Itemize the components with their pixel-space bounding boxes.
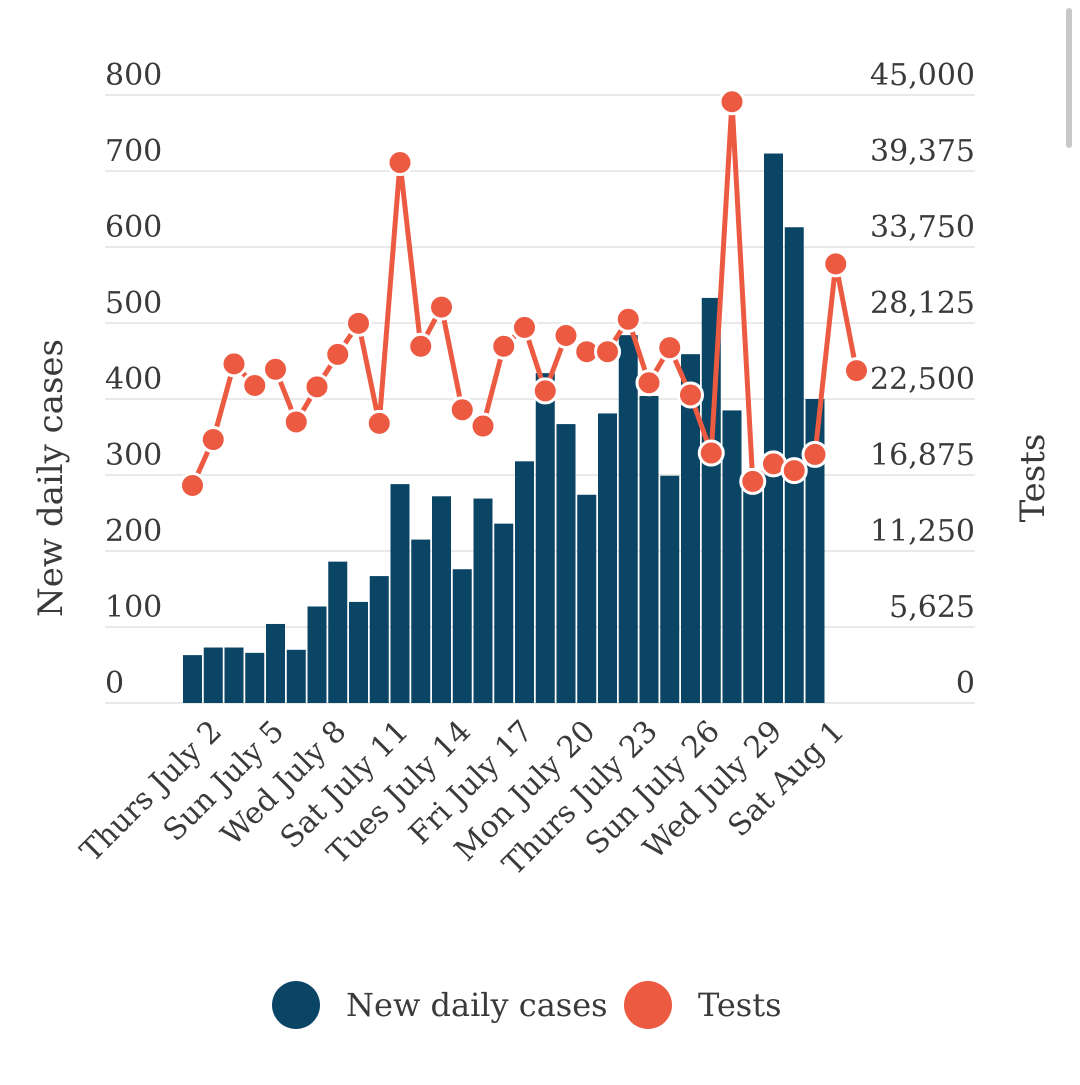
- tests-point: [179, 471, 206, 499]
- bar: [743, 478, 763, 703]
- left-axis-ticks: 800 700 600 500 400 300 200 100 0: [105, 58, 162, 701]
- bar: [411, 539, 431, 703]
- tests-point: [241, 371, 269, 399]
- bar: [203, 647, 223, 703]
- bar: [307, 606, 327, 703]
- bar: [183, 655, 202, 703]
- bar: [245, 652, 265, 703]
- tests-point: [262, 355, 289, 383]
- left-tick-label: 700: [105, 134, 162, 169]
- bar: [473, 498, 493, 703]
- left-tick-label: 0: [105, 666, 124, 701]
- tests-point: [697, 439, 725, 467]
- bar: [515, 461, 534, 703]
- left-tick-label: 800: [105, 58, 162, 93]
- tests-point: [656, 334, 684, 362]
- bar: [660, 475, 680, 703]
- tests-point: [365, 409, 393, 437]
- right-axis-ticks: 45,000 39,375 33,750 28,125 22,500 16,875 11,2…: [870, 58, 975, 701]
- tests-point: [635, 369, 663, 397]
- right-tick-label: 39,375: [870, 134, 975, 169]
- right-tick-label: 11,250: [870, 514, 975, 549]
- bar: [618, 335, 638, 703]
- bar: [266, 623, 285, 703]
- tests-point: [407, 332, 435, 360]
- left-tick-label: 500: [105, 286, 162, 321]
- tests-line: [179, 88, 870, 499]
- tests-point: [448, 396, 476, 424]
- bar: [224, 647, 244, 703]
- tests-point: [428, 293, 455, 321]
- legend: New daily cases Tests: [272, 981, 782, 1029]
- left-tick-label: 300: [105, 438, 162, 473]
- left-tick-label: 400: [105, 362, 162, 397]
- bar: [805, 399, 825, 703]
- tests-point: [822, 250, 850, 278]
- tests-point: [324, 340, 352, 368]
- bar: [452, 569, 472, 703]
- right-tick-label: 33,750: [870, 210, 975, 245]
- left-axis-title: New daily cases: [31, 339, 71, 617]
- bar: [432, 496, 451, 703]
- right-tick-label: 22,500: [870, 362, 975, 397]
- right-tick-label: 28,125: [870, 286, 975, 321]
- bar: [286, 649, 306, 703]
- legend-swatch-tests: [624, 981, 672, 1029]
- tests-point: [490, 332, 518, 360]
- tests-point: [282, 408, 310, 436]
- right-tick-label: 45,000: [870, 58, 975, 93]
- tests-point: [531, 377, 559, 405]
- bar: [577, 494, 597, 703]
- tests-point: [677, 381, 704, 409]
- bar: [722, 410, 742, 703]
- bar: [349, 601, 368, 703]
- bar: [390, 484, 410, 703]
- tests-point: [386, 149, 414, 177]
- tests-point: [303, 373, 331, 401]
- tests-point: [801, 440, 829, 468]
- bar: [639, 395, 659, 703]
- bar: [681, 354, 700, 703]
- right-tick-label: 5,625: [889, 590, 975, 625]
- tests-point: [780, 457, 808, 485]
- scrollbar-thumb[interactable]: [1066, 8, 1072, 148]
- cases-bars: [183, 153, 825, 704]
- tests-point: [739, 467, 767, 495]
- right-axis-title: Tests: [1013, 434, 1053, 523]
- bar: [369, 576, 389, 703]
- tests-point: [199, 426, 227, 454]
- right-tick-label: 16,875: [870, 438, 975, 473]
- tests-point: [614, 305, 642, 333]
- bar: [535, 373, 555, 703]
- bar: [328, 561, 348, 703]
- bar: [494, 523, 514, 703]
- right-tick-label: 0: [956, 666, 975, 701]
- tests-point: [594, 338, 621, 366]
- left-tick-label: 600: [105, 210, 162, 245]
- tests-point: [345, 309, 372, 337]
- tests-point: [552, 321, 580, 349]
- tests-point: [511, 313, 538, 341]
- tests-point: [843, 357, 870, 385]
- tests-point: [220, 350, 248, 378]
- bar: [764, 153, 783, 703]
- bar: [598, 413, 617, 703]
- tests-point: [718, 88, 746, 116]
- tests-point: [469, 412, 497, 440]
- legend-label-tests: Tests: [698, 986, 782, 1024]
- legend-swatch-cases: [272, 981, 320, 1029]
- left-tick-label: 100: [105, 590, 162, 625]
- bar: [556, 424, 576, 703]
- legend-label-cases: New daily cases: [346, 986, 608, 1024]
- left-tick-label: 200: [105, 514, 162, 549]
